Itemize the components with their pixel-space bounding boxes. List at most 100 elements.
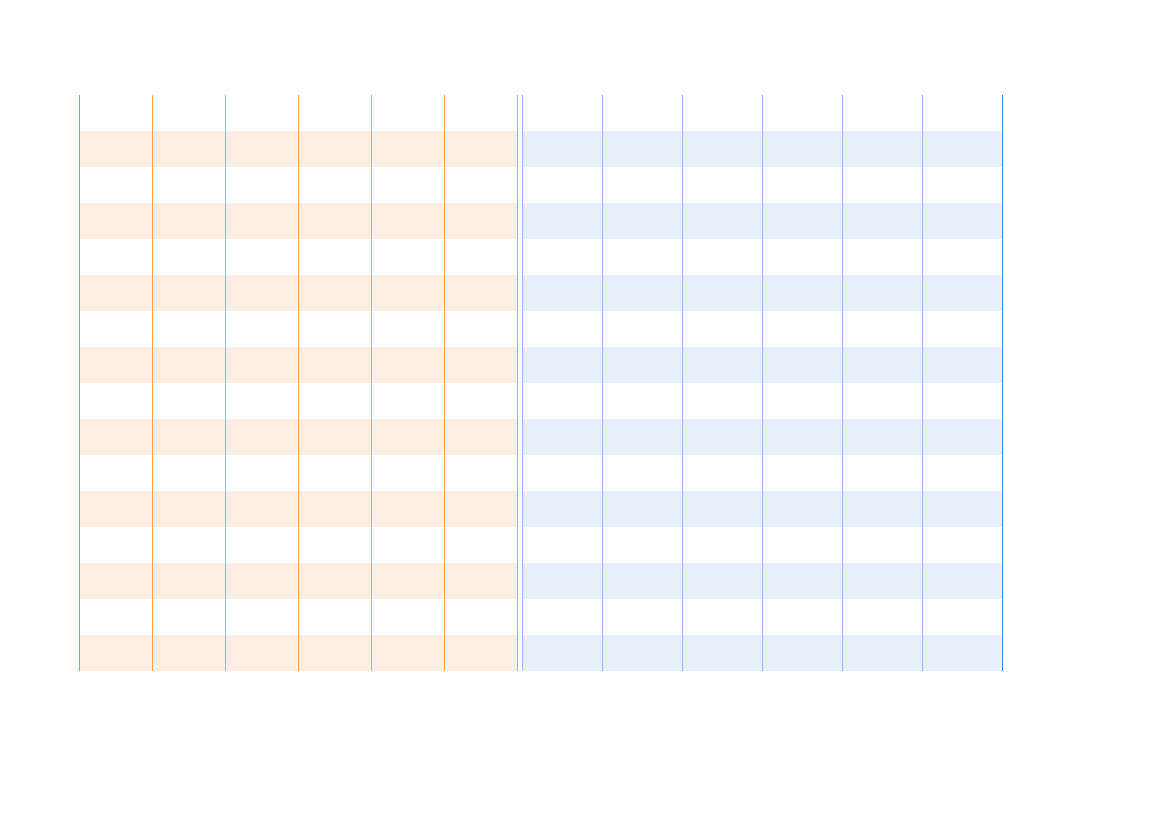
table-cell	[372, 635, 445, 671]
table-cell	[923, 455, 1003, 491]
table-cell	[153, 527, 226, 563]
table-cell	[523, 635, 603, 671]
table-cell	[683, 383, 763, 419]
table-cell	[445, 563, 518, 599]
table-cell	[843, 419, 923, 455]
table-cell	[843, 563, 923, 599]
table-cell	[226, 527, 299, 563]
table-cell	[523, 419, 603, 455]
table-cell	[683, 167, 763, 203]
table-cell	[445, 383, 518, 419]
table-cell	[226, 563, 299, 599]
table-cell	[80, 95, 153, 131]
table-row	[523, 311, 1003, 347]
table-cell	[683, 635, 763, 671]
table-cell	[763, 419, 843, 455]
table-cell	[153, 347, 226, 383]
table-cell	[923, 419, 1003, 455]
table-cell	[80, 491, 153, 527]
table-cell	[372, 563, 445, 599]
table-row	[80, 383, 518, 419]
table-cell	[226, 635, 299, 671]
table-cell	[372, 275, 445, 311]
table-cell	[843, 527, 923, 563]
table-cell	[153, 311, 226, 347]
table-cell	[523, 455, 603, 491]
table-cell	[445, 491, 518, 527]
table-cell	[80, 563, 153, 599]
table-cell	[80, 131, 153, 167]
table-cell	[603, 167, 683, 203]
table-cell	[603, 635, 683, 671]
table-row	[523, 95, 1003, 131]
table-row	[523, 131, 1003, 167]
table-cell	[80, 599, 153, 635]
table-cell	[372, 599, 445, 635]
table-cell	[299, 491, 372, 527]
table-cell	[80, 203, 153, 239]
table-row	[523, 563, 1003, 599]
table-cell	[226, 419, 299, 455]
table-cell	[523, 95, 603, 131]
table-cell	[226, 239, 299, 275]
table-row	[80, 455, 518, 491]
table-cell	[299, 131, 372, 167]
table-cell	[763, 95, 843, 131]
table-cell	[843, 131, 923, 167]
table-row	[80, 599, 518, 635]
table-cell	[763, 131, 843, 167]
table-row	[523, 383, 1003, 419]
table-row	[80, 491, 518, 527]
table-cell	[299, 635, 372, 671]
table-cell	[153, 383, 226, 419]
table-row	[80, 131, 518, 167]
table-cell	[153, 275, 226, 311]
table-cell	[923, 131, 1003, 167]
table-cell	[445, 419, 518, 455]
table-cell	[153, 635, 226, 671]
table-cell	[153, 239, 226, 275]
table-cell	[153, 599, 226, 635]
table-cell	[683, 347, 763, 383]
table-cell	[153, 563, 226, 599]
table-cell	[226, 491, 299, 527]
table-cell	[523, 275, 603, 311]
table-cell	[923, 383, 1003, 419]
table-cell	[923, 635, 1003, 671]
table-cell	[523, 491, 603, 527]
table-cell	[523, 527, 603, 563]
table-row	[80, 311, 518, 347]
table-cell	[763, 491, 843, 527]
table-cell	[445, 635, 518, 671]
table-cell	[843, 491, 923, 527]
table-cell	[603, 563, 683, 599]
table-cell	[299, 275, 372, 311]
table-cell	[843, 239, 923, 275]
table-cell	[153, 455, 226, 491]
table-cell	[80, 527, 153, 563]
table-cell	[80, 455, 153, 491]
table-cell	[923, 167, 1003, 203]
table-cell	[843, 635, 923, 671]
table-cell	[153, 95, 226, 131]
table-cell	[445, 455, 518, 491]
table-cell	[80, 167, 153, 203]
table-cell	[226, 347, 299, 383]
table-cell	[80, 347, 153, 383]
table-cell	[603, 599, 683, 635]
table-cell	[683, 239, 763, 275]
table-cell	[843, 95, 923, 131]
table-cell	[299, 311, 372, 347]
table-cell	[226, 311, 299, 347]
table-cell	[603, 311, 683, 347]
table-row	[80, 239, 518, 275]
table-cell	[843, 455, 923, 491]
table-row	[80, 563, 518, 599]
table-cell	[843, 203, 923, 239]
table-cell	[843, 599, 923, 635]
table-cell	[226, 203, 299, 239]
table-cell	[603, 383, 683, 419]
table-cell	[603, 95, 683, 131]
tables-container	[79, 95, 1003, 671]
table-cell	[372, 95, 445, 131]
